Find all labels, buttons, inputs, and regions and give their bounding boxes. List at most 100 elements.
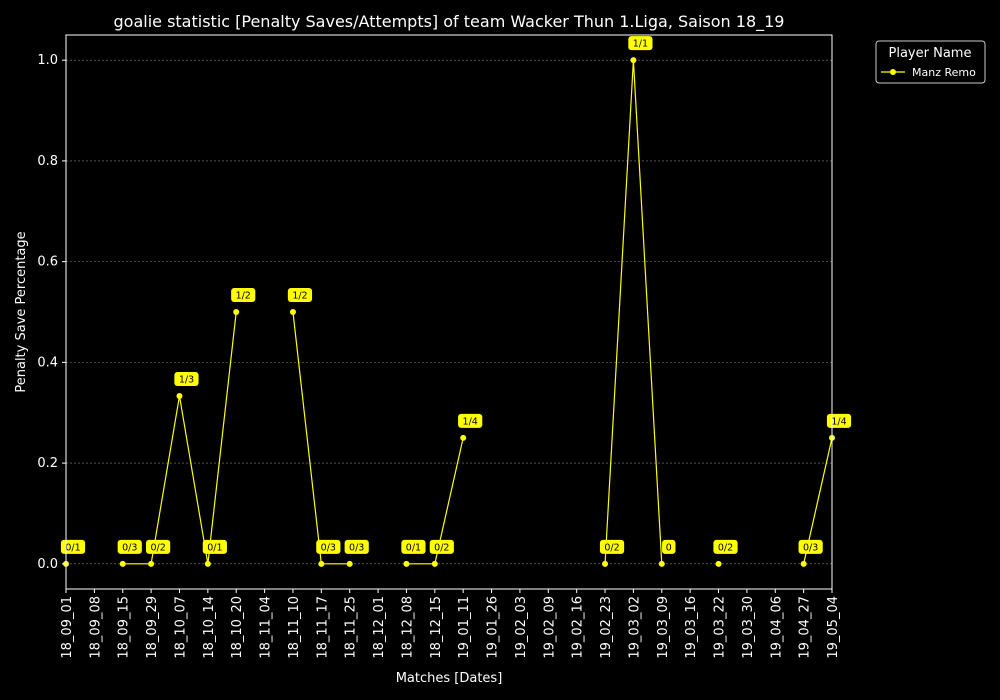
x-tick-label: 18_12_15 xyxy=(429,596,444,659)
data-label-bg xyxy=(202,539,227,554)
y-tick-label: 0.2 xyxy=(37,456,58,471)
data-point xyxy=(176,392,183,399)
data-label-text: 1/3 xyxy=(179,374,194,385)
data-label: 0/3 xyxy=(344,539,369,554)
data-label: 0/1 xyxy=(60,539,86,554)
x-tick-label: 19_03_30 xyxy=(741,596,756,659)
data-label: 1/4 xyxy=(826,413,852,428)
data-label-bg xyxy=(628,36,653,51)
data-point xyxy=(318,560,325,567)
data-point xyxy=(346,560,353,567)
data-label: 1/4 xyxy=(458,413,483,428)
data-label-bg xyxy=(146,539,171,554)
x-tick-label: 18_11_04 xyxy=(259,596,274,659)
data-label-bg xyxy=(429,539,454,554)
x-axis: 18_09_01 18_09_08 18_09_15 18_09_29 18_10_07… xyxy=(60,589,841,659)
data-label-bg xyxy=(662,539,676,554)
data-label-text: 0/3 xyxy=(122,542,137,553)
data-label-text: 0/2 xyxy=(434,542,449,553)
data-label: 0/2 xyxy=(713,539,738,554)
y-axis: 0.0 0.2 0.4 0.6 0.8 1.0 xyxy=(37,53,66,572)
data-point xyxy=(602,560,609,567)
data-label-bg xyxy=(174,371,199,386)
data-point xyxy=(658,560,665,567)
data-label-text: 0/1 xyxy=(65,542,80,553)
x-tick-label: 19_03_09 xyxy=(656,596,671,659)
x-tick-label: 19_02_03 xyxy=(514,596,529,659)
legend: Player Name Manz Remo xyxy=(875,40,986,84)
y-axis-label: Penalty Save Percentage xyxy=(14,231,29,392)
data-label: 0/1 xyxy=(202,539,227,554)
data-label-text: 0/2 xyxy=(604,542,619,553)
data-label-text: 0 xyxy=(666,542,672,553)
data-label: 1/3 xyxy=(174,371,199,386)
x-axis-label: Matches [Dates] xyxy=(396,671,503,686)
x-tick-label: 18_09_08 xyxy=(88,596,103,659)
data-label-bg xyxy=(826,413,852,428)
data-label-text: 0/2 xyxy=(150,542,165,553)
x-tick-label: 18_10_20 xyxy=(230,596,245,659)
chart-title: goalie statistic [Penalty Saves/Attempts… xyxy=(114,12,785,32)
data-label: 0/2 xyxy=(146,539,171,554)
data-label-bg xyxy=(401,539,426,554)
x-tick-label: 18_11_10 xyxy=(287,596,302,659)
data-label: 0/2 xyxy=(599,539,625,554)
data-label-text: 1/2 xyxy=(236,291,251,302)
data-label-bg xyxy=(117,539,142,554)
data-point xyxy=(204,560,211,567)
data-label-bg xyxy=(344,539,369,554)
data-label-bg xyxy=(316,539,341,554)
data-label-bg xyxy=(231,288,256,302)
plot-frame xyxy=(65,34,833,590)
data-point xyxy=(431,560,438,567)
data-label-text: 0/1 xyxy=(406,542,421,553)
data-point xyxy=(715,560,722,567)
data-label: 0/3 xyxy=(117,539,142,554)
data-point xyxy=(800,560,807,567)
y-tick-label: 0.0 xyxy=(37,557,58,572)
x-tick-label: 19_01_11 xyxy=(457,596,472,659)
data-label-text: 0/1 xyxy=(207,542,222,553)
x-tick-label: 19_03_16 xyxy=(684,596,699,659)
x-tick-label: 19_03_02 xyxy=(627,596,642,659)
data-point xyxy=(403,560,410,567)
data-label-text: 0/3 xyxy=(321,542,336,553)
x-tick-label: 19_02_16 xyxy=(571,596,586,659)
data-label-text: 1/4 xyxy=(463,416,478,427)
x-tick-label: 19_04_06 xyxy=(769,596,784,659)
y-tick-label: 1.0 xyxy=(37,53,58,68)
x-tick-label: 18_12_01 xyxy=(372,596,387,659)
x-tick-label: 19_03_22 xyxy=(713,596,728,659)
x-tick-label: 19_01_26 xyxy=(486,596,501,659)
legend-entry: Manz Remo xyxy=(912,66,976,79)
legend-marker-icon xyxy=(890,69,896,75)
x-tick-label: 18_10_14 xyxy=(202,596,217,659)
x-tick-label: 18_11_17 xyxy=(315,596,330,659)
data-label-bg xyxy=(599,539,625,554)
data-point xyxy=(630,57,637,64)
x-tick-label: 18_09_15 xyxy=(117,596,132,659)
x-tick-label: 19_02_23 xyxy=(599,596,614,659)
x-tick-label: 18_11_25 xyxy=(344,596,359,659)
data-label-text: 0/3 xyxy=(803,542,818,553)
data-point xyxy=(289,309,296,315)
y-tick-label: 0.6 xyxy=(37,255,58,270)
data-label: 0/3 xyxy=(798,539,823,554)
data-label-bg xyxy=(287,288,313,302)
data-label: 0 xyxy=(662,539,676,554)
legend-title: Player Name xyxy=(889,46,972,61)
data-label: 1/1 xyxy=(628,36,653,51)
x-tick-label: 18_09_29 xyxy=(145,596,160,659)
data-label-text: 1/4 xyxy=(831,416,846,427)
data-label-bg xyxy=(60,539,86,554)
x-tick-label: 19_05_04 xyxy=(826,596,841,659)
data-label: 0/3 xyxy=(316,539,341,554)
data-label-text: 1/1 xyxy=(633,39,648,50)
x-tick-label: 18_09_01 xyxy=(60,596,75,659)
data-label-text: 0/2 xyxy=(718,542,733,553)
y-tick-label: 0.4 xyxy=(37,355,58,370)
x-tick-label: 18_10_07 xyxy=(173,596,188,659)
x-tick-label: 19_04_27 xyxy=(798,596,813,659)
x-tick-label: 19_02_09 xyxy=(542,596,557,659)
data-point xyxy=(460,434,467,441)
